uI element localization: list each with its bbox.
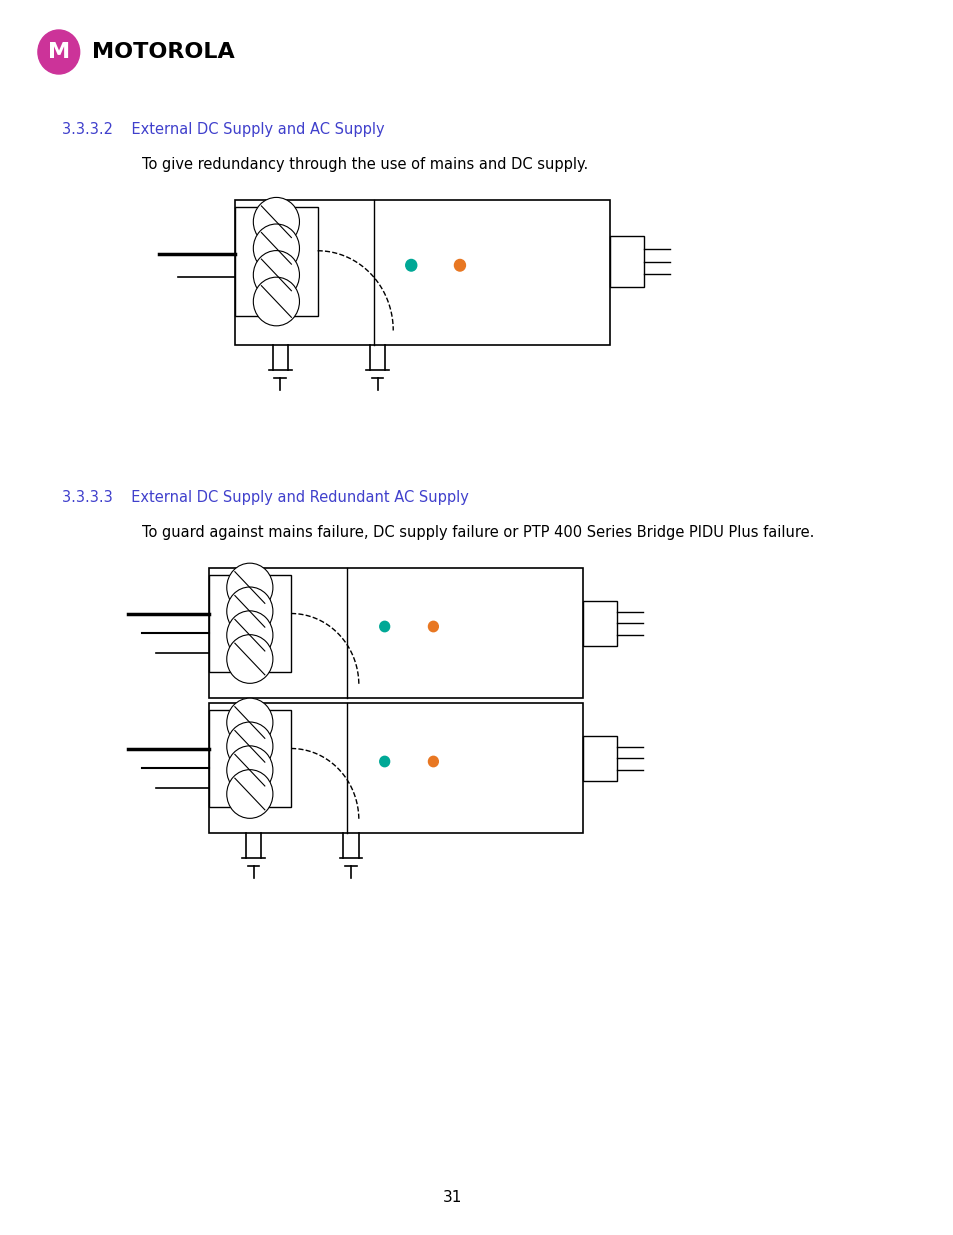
- Circle shape: [253, 198, 299, 246]
- Circle shape: [227, 722, 273, 771]
- Text: 3.3.3.3    External DC Supply and Redundant AC Supply: 3.3.3.3 External DC Supply and Redundant…: [62, 490, 468, 505]
- FancyBboxPatch shape: [209, 709, 291, 806]
- Circle shape: [405, 259, 416, 270]
- Circle shape: [227, 746, 273, 794]
- Circle shape: [227, 587, 273, 636]
- FancyBboxPatch shape: [235, 200, 609, 345]
- Circle shape: [253, 277, 299, 326]
- Text: MOTOROLA: MOTOROLA: [91, 42, 234, 62]
- FancyBboxPatch shape: [609, 236, 643, 287]
- FancyBboxPatch shape: [209, 703, 582, 832]
- Text: M: M: [48, 42, 70, 62]
- Circle shape: [454, 259, 465, 270]
- FancyBboxPatch shape: [209, 568, 582, 698]
- Circle shape: [227, 563, 273, 611]
- Circle shape: [379, 756, 389, 767]
- Circle shape: [428, 756, 437, 767]
- Text: To give redundancy through the use of mains and DC supply.: To give redundancy through the use of ma…: [142, 157, 588, 172]
- FancyBboxPatch shape: [582, 600, 617, 646]
- Circle shape: [379, 621, 389, 631]
- FancyBboxPatch shape: [582, 736, 617, 781]
- Text: To guard against mains failure, DC supply failure or PTP 400 Series Bridge PIDU : To guard against mains failure, DC suppl…: [142, 525, 814, 540]
- Circle shape: [227, 611, 273, 659]
- Circle shape: [428, 621, 437, 631]
- Circle shape: [38, 30, 80, 74]
- Circle shape: [253, 224, 299, 273]
- FancyBboxPatch shape: [235, 207, 317, 316]
- Circle shape: [253, 251, 299, 299]
- Text: 3.3.3.2    External DC Supply and AC Supply: 3.3.3.2 External DC Supply and AC Supply: [62, 122, 384, 137]
- Circle shape: [227, 698, 273, 747]
- Circle shape: [227, 769, 273, 819]
- FancyBboxPatch shape: [209, 574, 291, 672]
- Text: 31: 31: [442, 1191, 461, 1205]
- Circle shape: [227, 635, 273, 683]
